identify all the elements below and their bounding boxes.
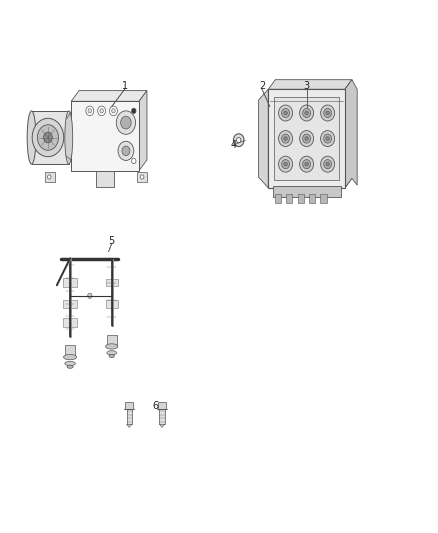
Polygon shape [127,424,132,427]
Ellipse shape [303,108,311,118]
Ellipse shape [326,111,329,115]
Ellipse shape [326,162,329,166]
Text: 1: 1 [122,82,128,91]
Bar [106,300,118,308]
Ellipse shape [300,105,314,121]
Circle shape [233,134,244,147]
Circle shape [37,125,58,150]
Circle shape [110,106,117,116]
Ellipse shape [67,365,73,368]
Polygon shape [71,91,147,101]
Circle shape [140,175,144,179]
Ellipse shape [305,136,308,140]
Ellipse shape [282,134,290,143]
Bar [65,345,75,357]
Ellipse shape [284,162,287,166]
Ellipse shape [279,131,293,147]
Bar [63,300,77,308]
Ellipse shape [106,344,118,349]
Bar [96,171,114,187]
Ellipse shape [303,134,311,143]
Ellipse shape [107,351,117,355]
Circle shape [98,106,106,116]
Bar [63,318,77,327]
Ellipse shape [300,156,314,172]
Circle shape [118,141,134,160]
Bar [127,409,132,424]
Text: 6: 6 [152,401,159,411]
Bar [297,195,304,203]
FancyBboxPatch shape [137,172,146,182]
Ellipse shape [65,361,75,366]
Ellipse shape [279,105,293,121]
Ellipse shape [324,160,332,168]
Bar [272,186,340,198]
Ellipse shape [321,156,335,172]
FancyBboxPatch shape [45,172,54,182]
Ellipse shape [282,108,290,118]
Ellipse shape [282,160,290,168]
Polygon shape [159,424,165,427]
Ellipse shape [303,160,311,168]
Text: 4: 4 [230,140,237,150]
Bar [309,195,315,203]
Ellipse shape [305,162,308,166]
Bar [275,195,281,203]
Bar [71,101,139,171]
Bar [106,279,118,286]
Ellipse shape [305,111,308,115]
Circle shape [86,106,94,116]
Bar [107,335,117,346]
Circle shape [47,175,51,179]
Ellipse shape [279,156,293,172]
Circle shape [112,109,115,113]
Polygon shape [345,79,352,188]
Circle shape [131,108,136,114]
Bar [125,402,133,409]
Polygon shape [268,79,352,89]
Ellipse shape [324,134,332,143]
Circle shape [43,132,52,143]
Circle shape [122,146,130,156]
Circle shape [117,111,136,134]
Ellipse shape [109,354,114,358]
Bar [158,402,166,409]
Bar [159,409,165,424]
Ellipse shape [64,354,77,360]
Bar [320,195,326,203]
Circle shape [88,109,92,113]
Circle shape [32,118,64,157]
Text: 5: 5 [109,236,115,246]
Ellipse shape [27,111,36,164]
Text: 2: 2 [259,82,265,91]
Ellipse shape [284,136,287,140]
Ellipse shape [321,105,335,121]
Circle shape [237,138,241,143]
Ellipse shape [324,108,332,118]
Text: 3: 3 [304,82,310,91]
Ellipse shape [300,131,314,147]
Bar [63,278,77,287]
Circle shape [88,293,92,298]
Bar [274,97,339,180]
Bar [286,195,293,203]
Ellipse shape [321,131,335,147]
Polygon shape [345,79,357,188]
Circle shape [100,109,103,113]
Circle shape [131,158,136,164]
Bar [32,111,69,164]
Polygon shape [139,91,147,171]
Circle shape [120,116,131,129]
Ellipse shape [326,136,329,140]
Polygon shape [258,89,268,188]
Ellipse shape [65,111,73,164]
Ellipse shape [284,111,287,115]
Bar [268,89,345,188]
